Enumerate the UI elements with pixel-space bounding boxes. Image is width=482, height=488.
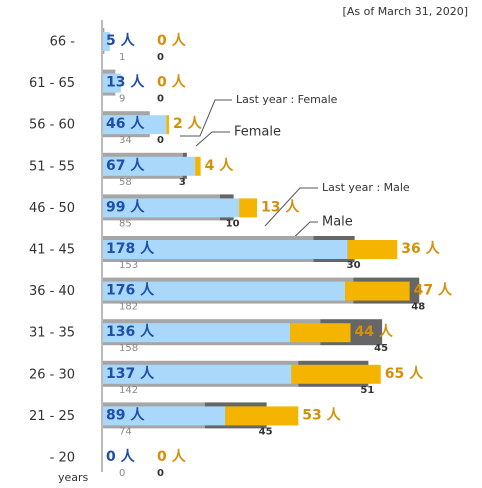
female-bar: [345, 281, 410, 301]
female-value-label: 47 人: [414, 282, 453, 299]
category-label: - 20: [50, 451, 75, 466]
female-bar: [195, 156, 201, 176]
last-year-male-label: 142: [119, 385, 138, 396]
last-year-female-label: 10: [226, 218, 240, 229]
male-bar: [103, 73, 121, 93]
female-value-label: 0 人: [157, 32, 187, 49]
female-bar: [291, 364, 381, 384]
annotation: Last year : Male: [322, 181, 410, 194]
category-label: 66 -: [50, 35, 76, 50]
female-bar: [239, 198, 257, 218]
last-year-male-label: 158: [119, 343, 138, 354]
last-year-male-label: 58: [119, 177, 132, 188]
last-year-male-label: 0: [119, 468, 125, 479]
male-value-label: 99 人: [106, 198, 145, 215]
male-value-label: 137 人: [106, 365, 155, 382]
male-bar: [103, 281, 345, 301]
male-value-label: 89 人: [106, 406, 145, 423]
male-value-label: 67 人: [106, 157, 145, 174]
last-year-female-label: 48: [411, 302, 425, 313]
male-value-label: 176 人: [106, 282, 155, 299]
last-year-male-label: 34: [119, 135, 132, 146]
male-bar: [103, 406, 226, 426]
male-value-label: 13 人: [106, 74, 145, 91]
last-year-male-label: 85: [119, 218, 132, 229]
last-year-female-label: 45: [259, 426, 273, 437]
last-year-male-label: 153: [119, 260, 138, 271]
category-label: 36 - 40: [29, 284, 75, 299]
note: [As of March 31, 2020]: [343, 5, 468, 18]
category-label: 31 - 35: [29, 326, 75, 341]
last-year-female-label: 51: [360, 385, 374, 396]
female-value-label: 53 人: [302, 406, 341, 423]
male-bar: [103, 115, 167, 135]
last-year-male-label: 1: [119, 52, 125, 63]
last-year-female-label: 30: [347, 260, 361, 271]
female-value-label: 36 人: [401, 240, 440, 257]
male-bar: [103, 364, 292, 384]
last-year-female-label: 0: [157, 135, 164, 146]
category-label: 46 - 50: [29, 201, 75, 216]
male-bar: [103, 323, 290, 343]
male-value-label: 0 人: [106, 448, 136, 465]
female-bar: [347, 240, 398, 259]
annotation: Last year : Female: [236, 93, 338, 106]
female-bar: [290, 323, 351, 343]
male-bar: [103, 32, 110, 51]
last-year-female-label: 3: [179, 177, 186, 188]
leader-line: [264, 187, 318, 227]
male-bar: [103, 240, 348, 259]
male-bar: [103, 198, 240, 218]
leader-line: [195, 131, 230, 147]
female-bar: [225, 406, 299, 426]
female-value-label: 65 人: [385, 365, 424, 382]
last-year-female-label: 0: [157, 468, 164, 479]
male-value-label: 46 人: [106, 115, 145, 132]
last-year-male-label: 9: [119, 94, 125, 105]
female-value-label: 0 人: [157, 448, 187, 465]
male-value-label: 136 人: [106, 323, 155, 340]
last-year-male-label: 182: [119, 302, 138, 313]
female-value-label: 2 人: [173, 115, 203, 132]
axis-label: years: [58, 471, 89, 484]
female-value-label: 0 人: [157, 74, 187, 91]
leader-line: [180, 99, 232, 137]
male-value-label: 5 人: [106, 32, 136, 49]
category-label: 26 - 30: [29, 367, 75, 382]
male-value-label: 178 人: [106, 240, 155, 257]
category-label: 51 - 55: [29, 159, 75, 174]
category-label: 41 - 45: [29, 243, 75, 258]
category-label: 61 - 65: [29, 76, 75, 91]
male-bar: [103, 156, 196, 176]
category-label: 56 - 60: [29, 118, 75, 133]
last-year-female-label: 0: [157, 94, 164, 105]
female-value-label: 44 人: [355, 323, 394, 340]
female-bar: [166, 115, 169, 135]
last-year-male-label: 74: [119, 426, 132, 437]
last-year-female-label: 45: [374, 343, 388, 354]
female-value-label: 4 人: [205, 157, 235, 174]
annotation: Female: [234, 125, 281, 140]
category-label: 21 - 25: [29, 409, 75, 424]
last-year-female-label: 0: [157, 52, 164, 63]
annotation: Male: [322, 215, 353, 230]
female-value-label: 13 人: [261, 198, 300, 215]
